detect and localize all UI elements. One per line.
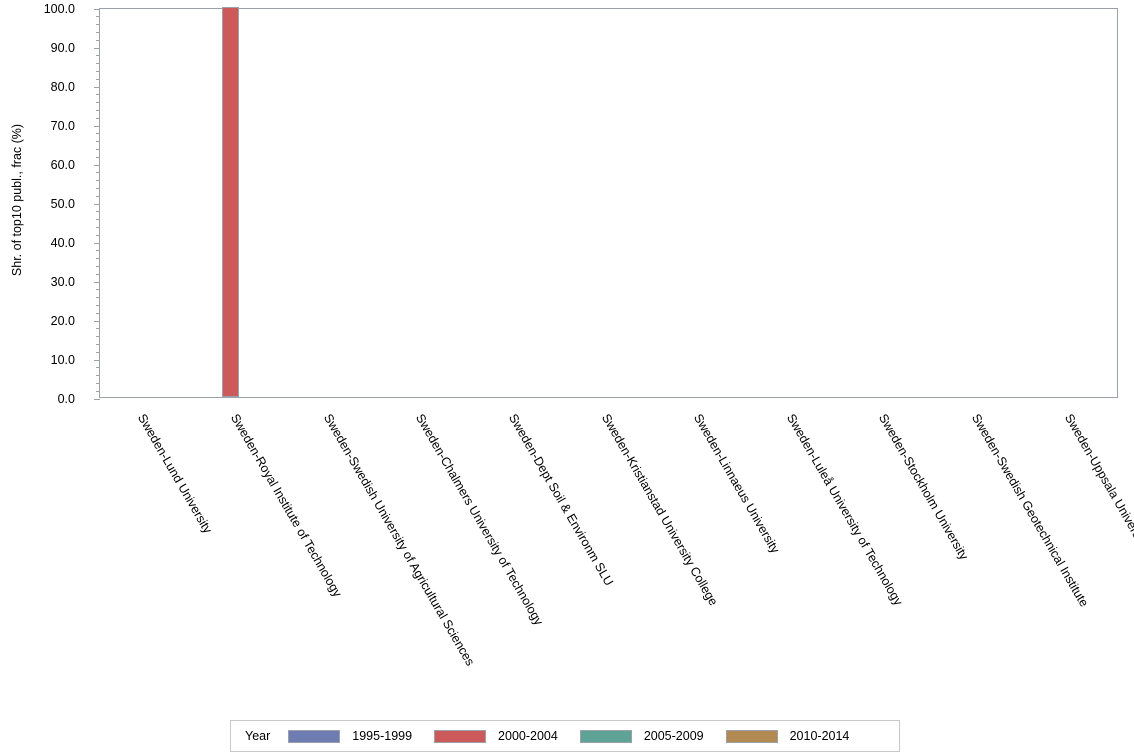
y-tick-major [94, 320, 100, 322]
x-tick-label: Sweden-Uppsala University [1061, 411, 1134, 552]
legend: Year 1995-1999 2000-2004 2005-2009 2010-201… [230, 720, 900, 752]
x-tick-label: Sweden-Lund University [135, 411, 216, 536]
y-tick-label: 0.0 [57, 392, 75, 406]
y-tick-label: 20.0 [50, 314, 75, 328]
y-tick-label: 100.0 [43, 2, 75, 16]
x-tick-label: Sweden-Kristianstad University College [598, 411, 720, 609]
y-tick-minor [96, 187, 100, 189]
y-tick-minor [96, 304, 100, 306]
y-tick-minor [96, 375, 100, 377]
y-tick-major [94, 125, 100, 127]
y-tick-minor [96, 219, 100, 221]
y-tick-minor [96, 148, 100, 150]
legend-label: 2000-2004 [498, 729, 558, 743]
y-tick-minor [96, 367, 100, 369]
y-tick-minor [96, 39, 100, 41]
y-tick-major [94, 398, 100, 400]
y-tick-minor [96, 343, 100, 345]
y-tick-minor [96, 273, 100, 275]
y-tick-major [94, 86, 100, 88]
x-tick-label: Sweden-Swedish Geotechnical Institute [968, 411, 1092, 610]
y-tick-minor [96, 109, 100, 111]
y-tick-label: 30.0 [50, 275, 75, 289]
y-tick-minor [96, 78, 100, 80]
x-tick-label: Sweden-Luleå University of Technology [783, 411, 906, 608]
y-tick-minor [96, 180, 100, 182]
y-tick-label: 40.0 [50, 236, 75, 250]
y-tick-minor [96, 297, 100, 299]
y-tick-minor [96, 211, 100, 213]
y-tick-label: 60.0 [50, 158, 75, 172]
legend-swatch [288, 729, 341, 743]
y-tick-minor [96, 250, 100, 252]
y-tick-minor [96, 328, 100, 330]
legend-entry[interactable]: 2000-2004 [434, 729, 558, 743]
x-tick-label: Sweden-Stockholm University [876, 411, 972, 563]
y-tick-minor [96, 258, 100, 260]
x-tick-label: Sweden-Royal Institute of Technology [227, 411, 345, 600]
x-tick-label: Sweden-Swedish University of Agricultura… [320, 411, 477, 669]
y-tick-major [94, 281, 100, 283]
y-tick-minor [96, 289, 100, 291]
y-tick-minor [96, 226, 100, 228]
y-tick-label: 50.0 [50, 197, 75, 211]
legend-swatch [579, 729, 632, 743]
y-tick-minor [96, 102, 100, 104]
y-tick-label: 10.0 [50, 353, 75, 367]
x-tick-label: Sweden-Dept Soil & Environm SLU [505, 411, 616, 589]
y-tick-major [94, 359, 100, 361]
y-tick-minor [96, 195, 100, 197]
legend-swatch [434, 729, 487, 743]
y-tick-major [94, 203, 100, 205]
y-tick-minor [96, 63, 100, 65]
y-tick-minor [96, 133, 100, 135]
y-tick-minor [96, 24, 100, 26]
y-tick-minor [96, 117, 100, 119]
y-tick-major [94, 242, 100, 244]
y-tick-minor [96, 141, 100, 143]
y-tick-minor [96, 16, 100, 18]
y-tick-minor [96, 312, 100, 314]
legend-entry[interactable]: 1995-1999 [288, 729, 412, 743]
y-tick-minor [96, 172, 100, 174]
bar[interactable] [222, 7, 239, 397]
y-tick-minor [96, 94, 100, 96]
y-tick-minor [96, 336, 100, 338]
legend-label: 2010-2014 [789, 729, 850, 743]
legend-entry[interactable]: 2010-2014 [725, 729, 850, 743]
legend-entries: 1995-1999 2000-2004 2005-2009 2010-2014 [288, 729, 871, 743]
y-tick-minor [96, 31, 100, 33]
plot-inner: 0.0 10.0 20.0 30.0 40.0 50.0 60.0 70.0 80.0 90.0 1… [44, 3, 1117, 405]
legend-label: 1995-1999 [352, 729, 413, 743]
y-tick-minor [96, 382, 100, 384]
plot-area: 0.0 10.0 20.0 30.0 40.0 50.0 60.0 70.0 80.0 90.0 1… [44, 3, 1118, 405]
y-tick-minor [96, 390, 100, 392]
legend-label: 2005-2009 [643, 729, 704, 743]
y-tick-minor [96, 55, 100, 57]
y-tick-minor [96, 156, 100, 158]
y-tick-label: 90.0 [50, 41, 75, 55]
y-tick-major [94, 47, 100, 49]
y-tick-major [94, 164, 100, 166]
y-tick-minor [96, 234, 100, 236]
y-tick-label: 80.0 [50, 80, 75, 94]
x-tick-label: Sweden-Linnaeus University [691, 411, 783, 556]
y-tick-label: 70.0 [50, 119, 75, 133]
legend-title: Year [245, 729, 271, 743]
legend-entry[interactable]: 2005-2009 [579, 729, 704, 743]
legend-swatch [725, 729, 778, 743]
y-tick-major [94, 8, 100, 10]
y-tick-minor [96, 265, 100, 267]
y-tick-minor [96, 351, 100, 353]
y-tick-minor [96, 70, 100, 72]
